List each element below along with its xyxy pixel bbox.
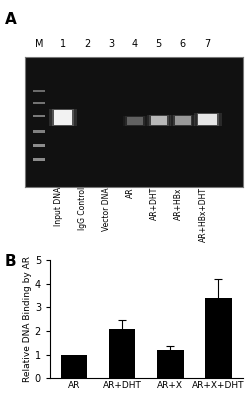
- Bar: [173, 115, 193, 126]
- Bar: [33, 144, 45, 147]
- Bar: [122, 116, 147, 126]
- Text: A: A: [5, 12, 17, 27]
- Text: Input DNA: Input DNA: [54, 187, 63, 227]
- Bar: [157, 350, 184, 378]
- Text: 1: 1: [60, 39, 66, 49]
- Bar: [61, 355, 87, 378]
- Bar: [170, 115, 195, 126]
- Bar: [149, 115, 169, 126]
- Text: Vector DNA: Vector DNA: [102, 187, 111, 231]
- Text: AR+HBx+DHT: AR+HBx+DHT: [199, 187, 208, 242]
- Text: IgG Control: IgG Control: [78, 187, 87, 230]
- Bar: [194, 113, 222, 126]
- Bar: [52, 109, 74, 126]
- Text: 7: 7: [204, 39, 211, 49]
- Text: 2: 2: [84, 39, 90, 49]
- Bar: [54, 110, 72, 125]
- Bar: [33, 158, 45, 161]
- Bar: [33, 90, 45, 92]
- Text: AR+HBx: AR+HBx: [174, 187, 183, 219]
- Y-axis label: Relative DNA Binding by AR: Relative DNA Binding by AR: [23, 256, 32, 382]
- Bar: [33, 130, 45, 132]
- Bar: [125, 116, 145, 126]
- Text: AR: AR: [126, 187, 135, 198]
- Bar: [33, 102, 45, 104]
- Bar: [127, 117, 143, 125]
- Bar: [109, 329, 136, 378]
- Bar: [150, 116, 167, 125]
- Bar: [205, 298, 232, 378]
- Bar: [33, 115, 45, 117]
- Bar: [174, 116, 191, 125]
- Text: 4: 4: [132, 39, 138, 49]
- Text: M: M: [35, 39, 43, 49]
- Bar: [146, 115, 171, 126]
- Bar: [196, 113, 219, 126]
- Text: 6: 6: [180, 39, 186, 49]
- Bar: [49, 109, 77, 126]
- Text: 3: 3: [108, 39, 114, 49]
- Text: 5: 5: [156, 39, 162, 49]
- Text: B: B: [5, 254, 16, 269]
- Text: AR+DHT: AR+DHT: [150, 187, 159, 220]
- Bar: [198, 114, 217, 125]
